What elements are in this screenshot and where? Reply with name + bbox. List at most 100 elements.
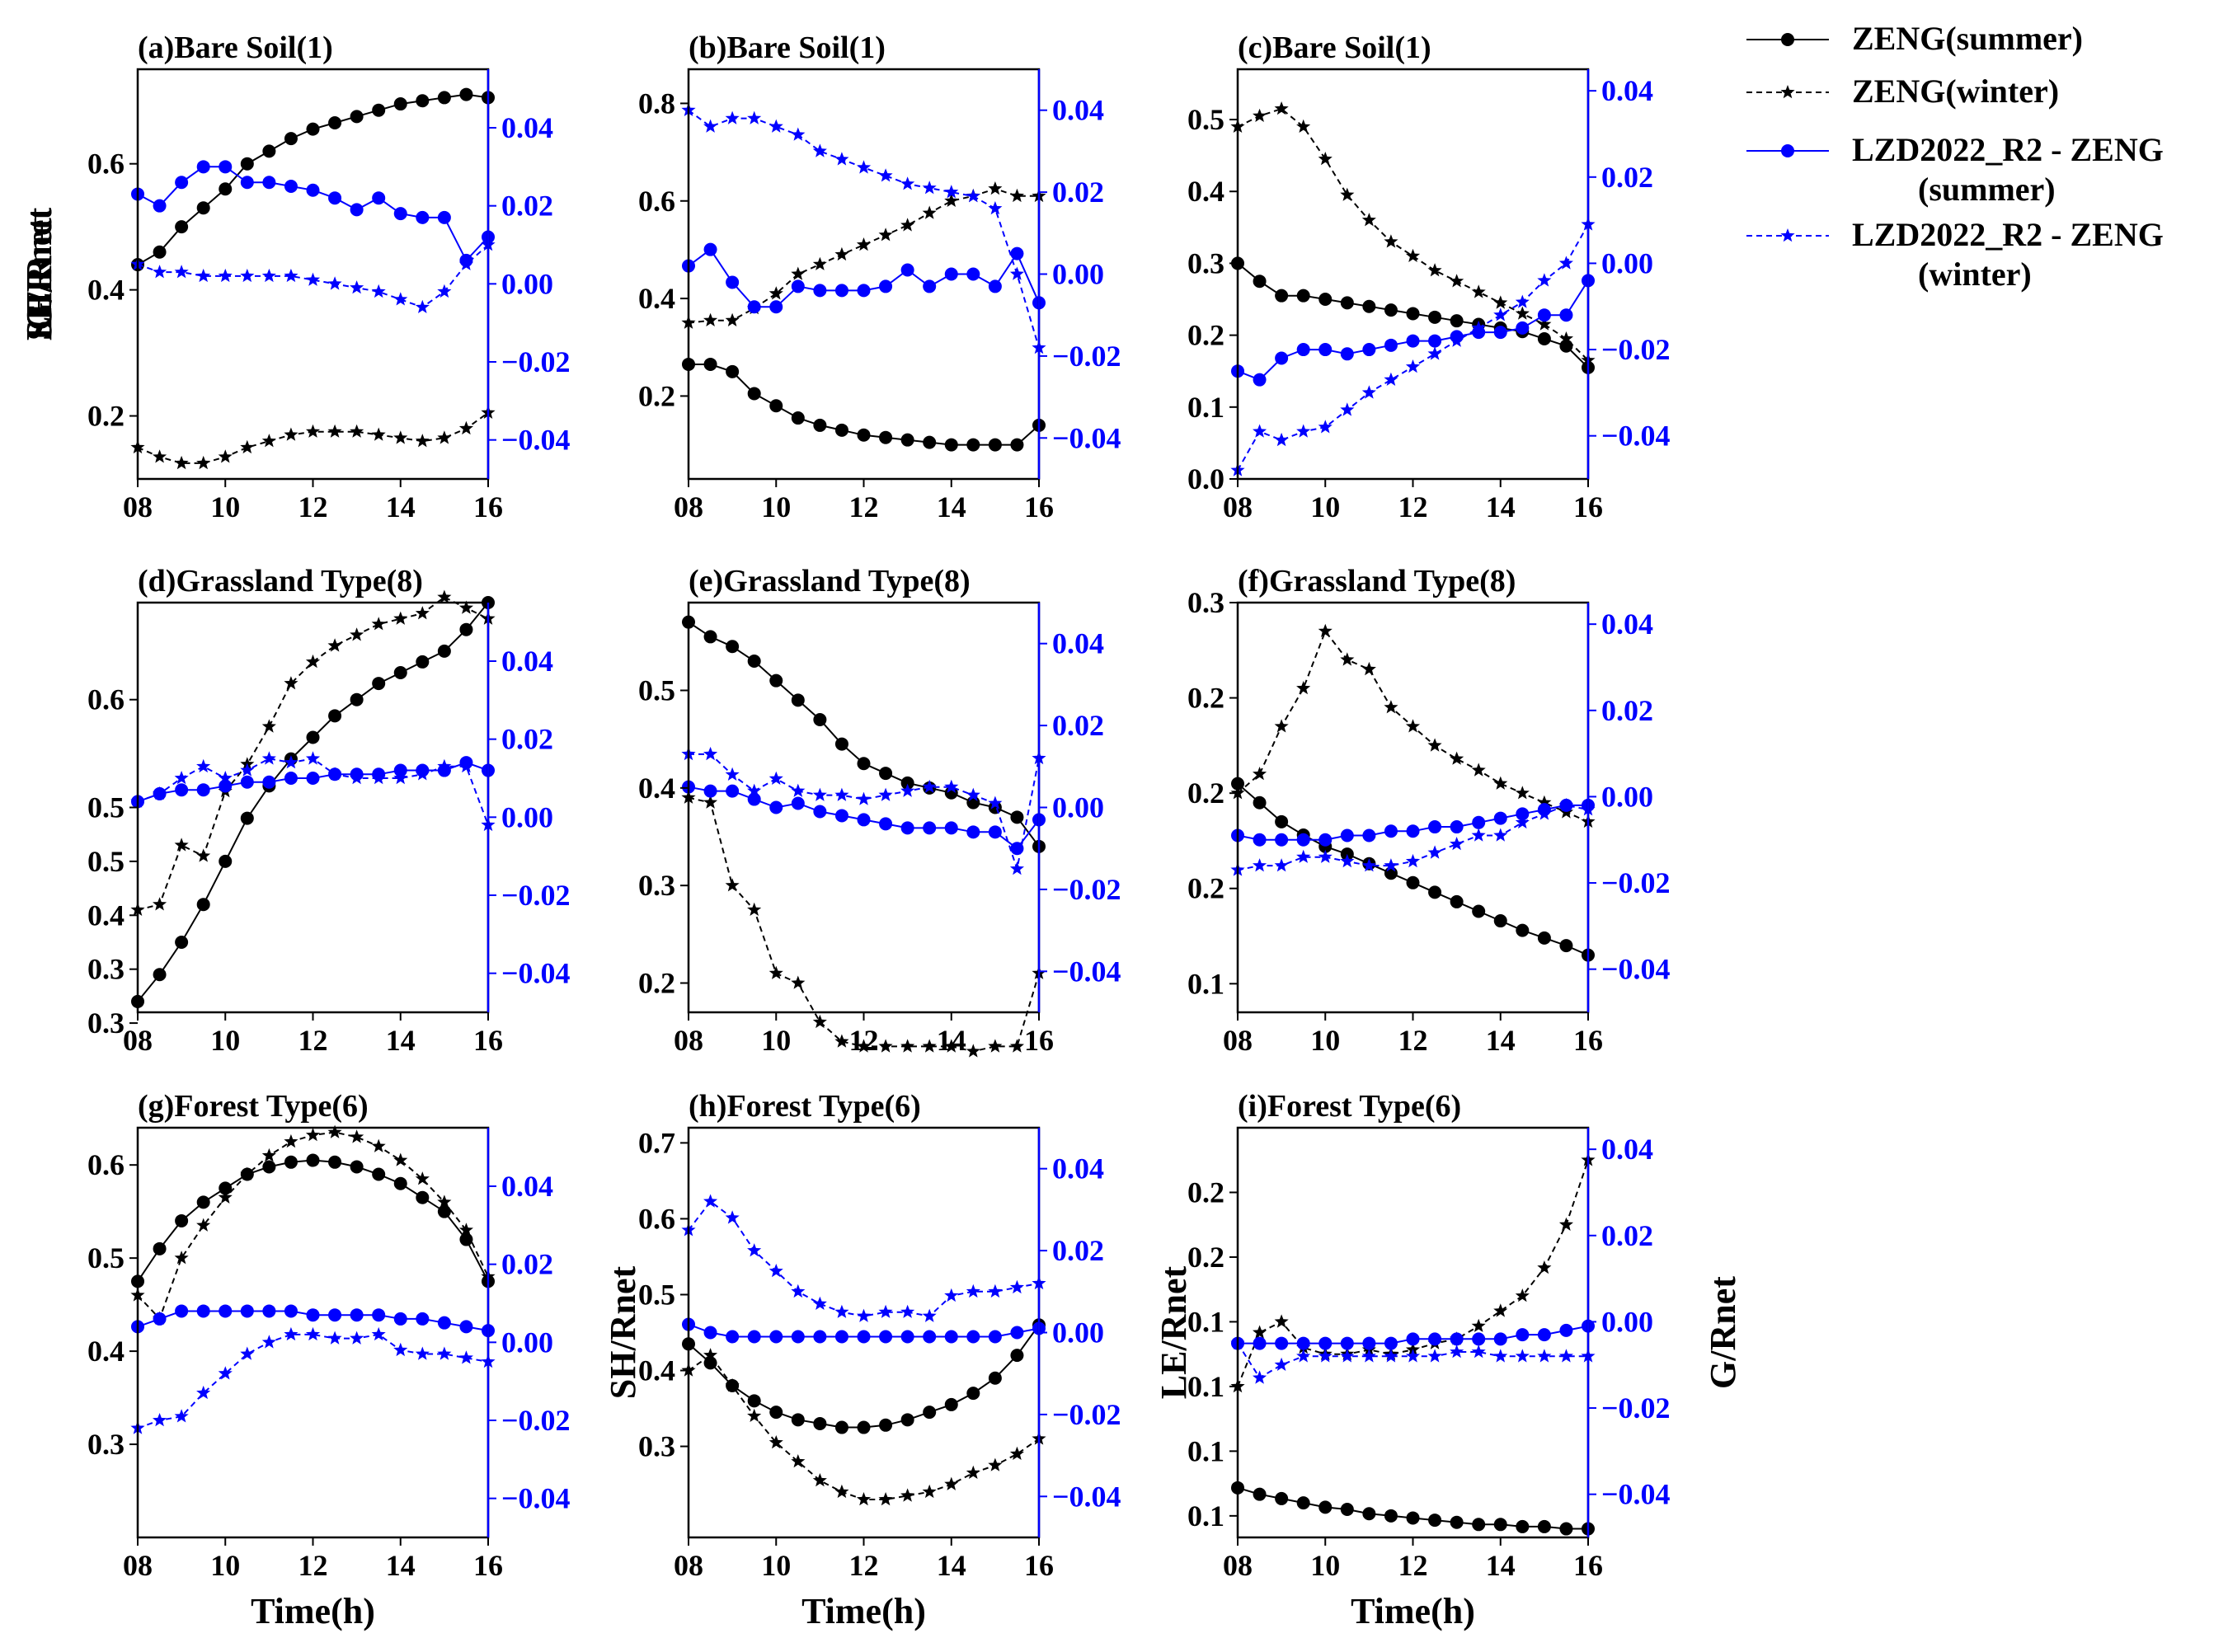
data-point (1361, 661, 1376, 676)
data-point (350, 203, 364, 217)
data-point (1274, 1357, 1289, 1371)
x-tick-label: 16 (473, 1024, 503, 1057)
y-axis-label-right: SH/Rnet (603, 1265, 643, 1399)
data-point (900, 1413, 914, 1427)
series-line (137, 411, 489, 464)
data-point (416, 655, 430, 669)
y-tick-label-right: 0.02 (1601, 694, 1653, 727)
series-line (688, 1200, 1040, 1317)
series-line (137, 1333, 489, 1429)
data-point (350, 692, 364, 706)
data-point (834, 737, 848, 751)
data-point (1515, 1288, 1530, 1302)
y-tick-label-left: 0.6 (638, 1202, 675, 1235)
data-point (726, 1330, 740, 1344)
x-axis-label: Time(h) (251, 1591, 375, 1631)
legend-label: LZD2022_R2 - ZENG (1852, 131, 2164, 168)
data-point (944, 185, 959, 199)
data-point (261, 268, 276, 283)
data-point (1559, 1522, 1573, 1536)
data-point (174, 1409, 189, 1423)
data-point (747, 110, 762, 124)
legend-entry: LZD2022_R2 - ZENG(summer) (1746, 131, 2164, 208)
data-point (371, 771, 386, 785)
data-point (1450, 837, 1464, 851)
data-point (350, 110, 364, 124)
data-point (1537, 1260, 1552, 1274)
data-point (1253, 1336, 1267, 1350)
y-tick-label-right: −0.02 (501, 879, 571, 912)
x-tick-label: 08 (123, 1024, 153, 1057)
data-point (966, 1387, 980, 1401)
y-tick-label-right: 0.02 (1601, 1219, 1653, 1252)
data-point (1493, 326, 1507, 340)
data-point (1340, 652, 1355, 666)
data-point (769, 399, 783, 413)
data-point (437, 91, 451, 105)
data-point (769, 1406, 783, 1420)
x-tick-label: 08 (123, 1549, 153, 1582)
data-point (1427, 738, 1442, 752)
data-point (1253, 858, 1267, 872)
data-point (305, 1326, 321, 1341)
data-point (1318, 623, 1333, 637)
y-tick-label-left: 0.2 (1187, 872, 1224, 905)
data-point (1406, 307, 1420, 321)
y-tick-label-left: 0.2 (1187, 1176, 1224, 1208)
y-axis-label-right: G/Rnet (1703, 1276, 1743, 1389)
data-point (879, 767, 893, 781)
data-point (1405, 719, 1421, 733)
data-point (196, 783, 210, 797)
y-tick-label-right: −0.04 (1601, 420, 1671, 453)
data-point (153, 449, 167, 463)
data-point (944, 779, 959, 793)
x-tick-label: 12 (849, 490, 879, 523)
data-point (284, 180, 298, 193)
data-point (923, 1330, 937, 1344)
data-point (834, 1330, 848, 1344)
data-point (328, 709, 342, 723)
legend-entry: LZD2022_R2 - ZENG(winter) (1746, 216, 2164, 293)
data-point (769, 286, 783, 300)
y-tick-label-left: 0.1 (1187, 1370, 1224, 1403)
x-tick-label: 16 (1573, 490, 1603, 523)
x-tick-label: 08 (674, 490, 703, 523)
data-point (1428, 310, 1442, 324)
data-point (218, 449, 233, 463)
data-point (944, 1288, 959, 1302)
data-point (988, 1039, 1003, 1053)
data-point (153, 786, 167, 800)
data-point (923, 1406, 937, 1420)
data-point (1340, 187, 1355, 201)
series-line (137, 166, 489, 262)
data-point (284, 772, 298, 785)
data-point (1318, 293, 1333, 307)
data-point (153, 1413, 167, 1427)
y-tick-label-left: 0.1 (1187, 391, 1224, 424)
data-point (1009, 861, 1024, 875)
data-point (458, 600, 473, 614)
x-tick-label: 08 (1223, 1024, 1253, 1057)
data-point (327, 1124, 342, 1138)
data-point (769, 800, 783, 814)
data-point (437, 284, 452, 298)
x-tick-label: 16 (1024, 490, 1054, 523)
data-point (415, 606, 430, 620)
x-tick-label: 16 (1573, 1549, 1603, 1582)
data-point (350, 627, 364, 641)
data-point (1405, 359, 1421, 373)
data-point (240, 763, 255, 777)
data-point (1361, 1349, 1376, 1363)
data-point (437, 1194, 452, 1208)
data-point (416, 94, 430, 108)
y-tick-label-right: 0.00 (1052, 1316, 1104, 1349)
y-tick-label-left: 0.3 (87, 1428, 125, 1461)
legend-label: ZENG(summer) (1852, 20, 2083, 57)
data-point (900, 1330, 914, 1344)
data-point (415, 1171, 430, 1185)
data-point (857, 284, 871, 298)
data-point (261, 719, 276, 733)
data-point (725, 878, 740, 892)
x-tick-label: 10 (1310, 1024, 1340, 1057)
data-point (437, 758, 452, 773)
